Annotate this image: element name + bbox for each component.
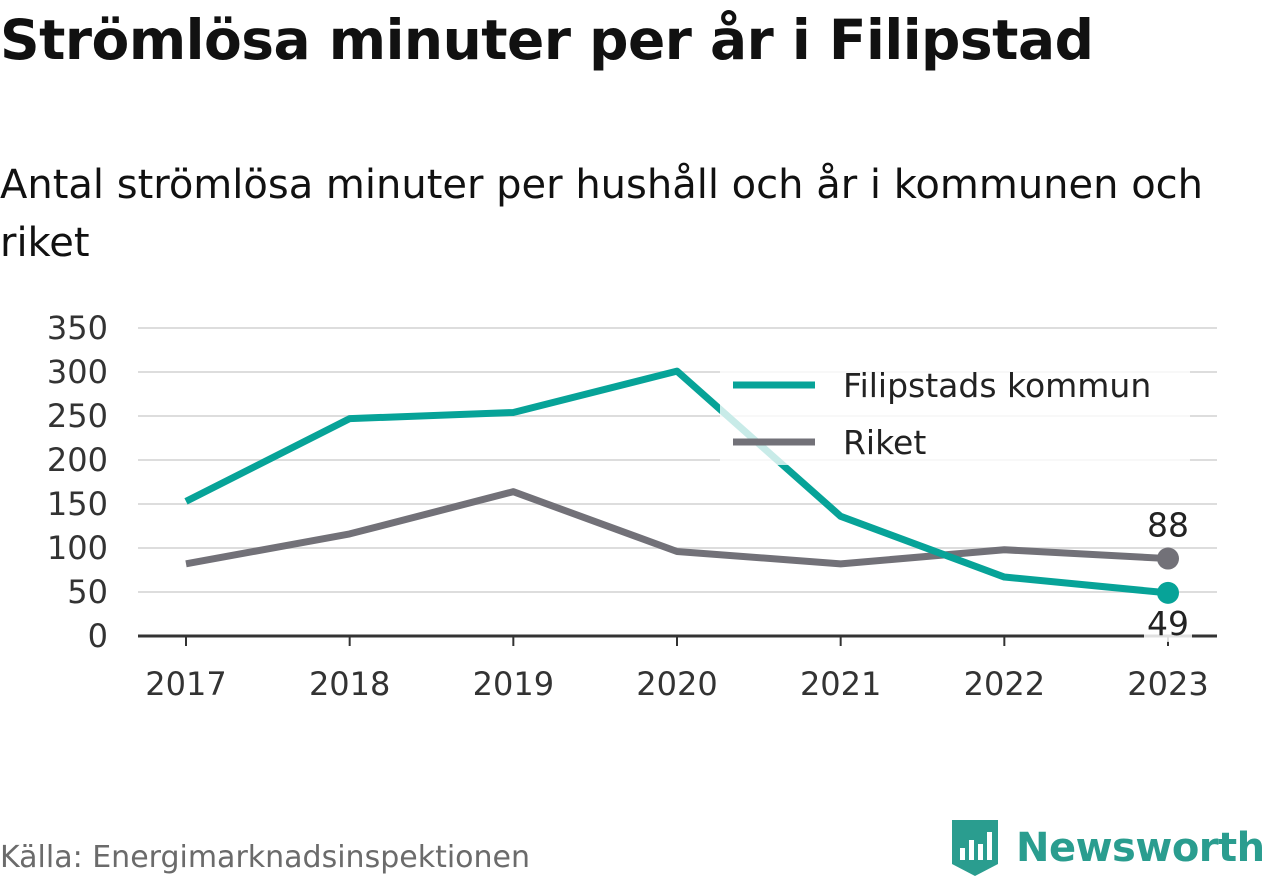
end-value-labels: 49 88: [1144, 506, 1192, 643]
series-lines: [184, 367, 1179, 604]
x-tick-label-2017: 2017: [145, 665, 226, 703]
legend-label-riket: Riket: [843, 423, 926, 462]
x-tick-label-2020: 2020: [636, 665, 717, 703]
x-tick-label-2023: 2023: [1127, 665, 1208, 703]
chart-title: Strömlösa minuter per år i Filipstad: [0, 8, 1094, 72]
end-point-riket: [1157, 547, 1179, 570]
series-line-riket: [185, 488, 1169, 568]
series-line-filipstads-kommun: [184, 367, 1169, 597]
y-axis-ticks: 0 50 100 150 200 250 300 350: [47, 309, 108, 655]
x-tick-label-2022: 2022: [964, 665, 1045, 703]
brand-logo: Newsworthy: [950, 818, 1262, 878]
x-tick-label-2021: 2021: [800, 665, 881, 703]
y-tick-label-350: 350: [47, 309, 108, 347]
y-tick-label-250: 250: [47, 397, 108, 435]
y-tick-label-50: 50: [67, 573, 108, 611]
legend-label-filipstads-kommun: Filipstads kommun: [843, 366, 1151, 405]
brand-name: Newsworthy: [1016, 825, 1262, 871]
legend: Filipstads kommun Riket: [720, 355, 1190, 465]
newsworthy-logo-icon: [952, 820, 998, 876]
source-text: Källa: Energimarknadsinspektionen: [0, 840, 531, 875]
y-tick-label-300: 300: [47, 353, 108, 391]
legend-background: [720, 355, 1190, 465]
x-axis: 2017 2018 2019 2020 2021 2022 2023: [138, 634, 1217, 703]
end-label-riket: 88: [1147, 506, 1189, 545]
end-point-filipstads-kommun: [1157, 581, 1179, 604]
y-tick-label-200: 200: [47, 441, 108, 479]
end-label-filipstads-kommun: 49: [1147, 604, 1189, 643]
x-tick-label-2018: 2018: [309, 665, 390, 703]
chart-subtitle: Antal strömlösa minuter per hushåll och …: [0, 162, 1204, 266]
y-tick-label-100: 100: [47, 529, 108, 567]
y-tick-label-150: 150: [47, 485, 108, 523]
x-tick-label-2019: 2019: [473, 665, 554, 703]
y-tick-label-0: 0: [88, 617, 108, 655]
end-label-background-filipstads-kommun: [1144, 607, 1192, 642]
